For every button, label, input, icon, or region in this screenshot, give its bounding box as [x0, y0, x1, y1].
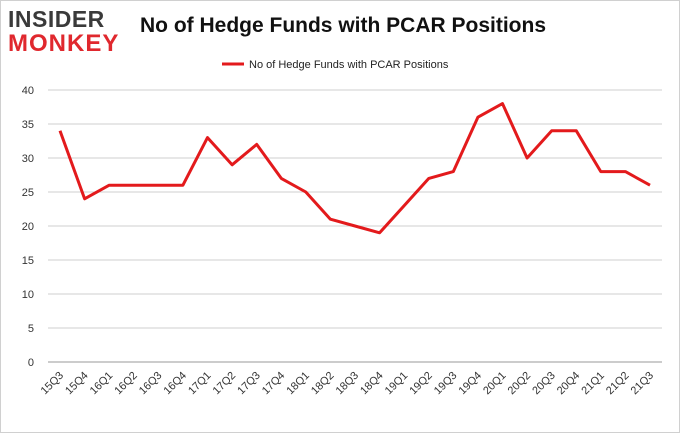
- x-tick-label: 17Q4: [260, 370, 288, 398]
- series-line: [58, 102, 651, 235]
- y-tick-label: 10: [22, 289, 34, 301]
- x-tick-label: 20Q3: [530, 370, 558, 398]
- chart-title: No of Hedge Funds with PCAR Positions: [140, 14, 546, 37]
- y-tick-label: 35: [22, 119, 34, 131]
- y-tick-label: 30: [22, 153, 34, 165]
- legend-label: No of Hedge Funds with PCAR Positions: [249, 59, 449, 71]
- x-tick-label: 20Q1: [481, 370, 509, 398]
- x-tick-label: 15Q4: [63, 370, 91, 398]
- x-tick-label: 17Q3: [235, 370, 263, 398]
- x-tick-label: 20Q4: [555, 370, 583, 398]
- y-tick-label: 5: [28, 323, 34, 335]
- y-axis-ticks: 0 5 10 15 20 25 30 35 40: [22, 85, 34, 369]
- x-tick-label: 21Q1: [579, 370, 607, 398]
- y-tick-label: 15: [22, 255, 34, 267]
- insider-monkey-logo: INSIDER MONKEY: [8, 8, 128, 58]
- x-tick-label: 18Q2: [309, 370, 337, 398]
- y-tick-label: 25: [22, 187, 34, 199]
- x-tick-label: 19Q4: [457, 370, 485, 398]
- x-tick-label: 21Q3: [629, 370, 657, 398]
- y-tick-label: 0: [28, 357, 34, 369]
- x-tick-label: 20Q2: [506, 370, 534, 398]
- x-tick-label: 16Q2: [112, 370, 140, 398]
- y-tick-label: 20: [22, 221, 34, 233]
- x-axis-ticks: 15Q315Q416Q116Q216Q316Q417Q117Q217Q317Q4…: [39, 370, 657, 398]
- x-tick-label: 19Q3: [432, 370, 460, 398]
- x-tick-label: 17Q1: [186, 370, 214, 398]
- series-group: [58, 102, 651, 235]
- x-tick-label: 18Q4: [358, 370, 386, 398]
- x-tick-label: 19Q1: [383, 370, 411, 398]
- x-tick-label: 19Q2: [407, 370, 435, 398]
- gridlines: [48, 89, 662, 363]
- y-tick-label: 40: [22, 85, 34, 97]
- legend: No of Hedge Funds with PCAR Positions: [222, 59, 449, 71]
- logo-line-1: INSIDER: [8, 6, 105, 32]
- x-tick-label: 16Q1: [88, 370, 116, 398]
- x-tick-label: 16Q4: [162, 370, 190, 398]
- x-tick-label: 18Q3: [334, 370, 362, 398]
- x-tick-label: 17Q2: [211, 370, 239, 398]
- logo-line-2: MONKEY: [8, 30, 120, 57]
- x-tick-label: 16Q3: [137, 370, 165, 398]
- x-tick-label: 18Q1: [284, 370, 312, 398]
- x-tick-label: 21Q2: [604, 370, 632, 398]
- x-tick-label: 15Q3: [39, 370, 67, 398]
